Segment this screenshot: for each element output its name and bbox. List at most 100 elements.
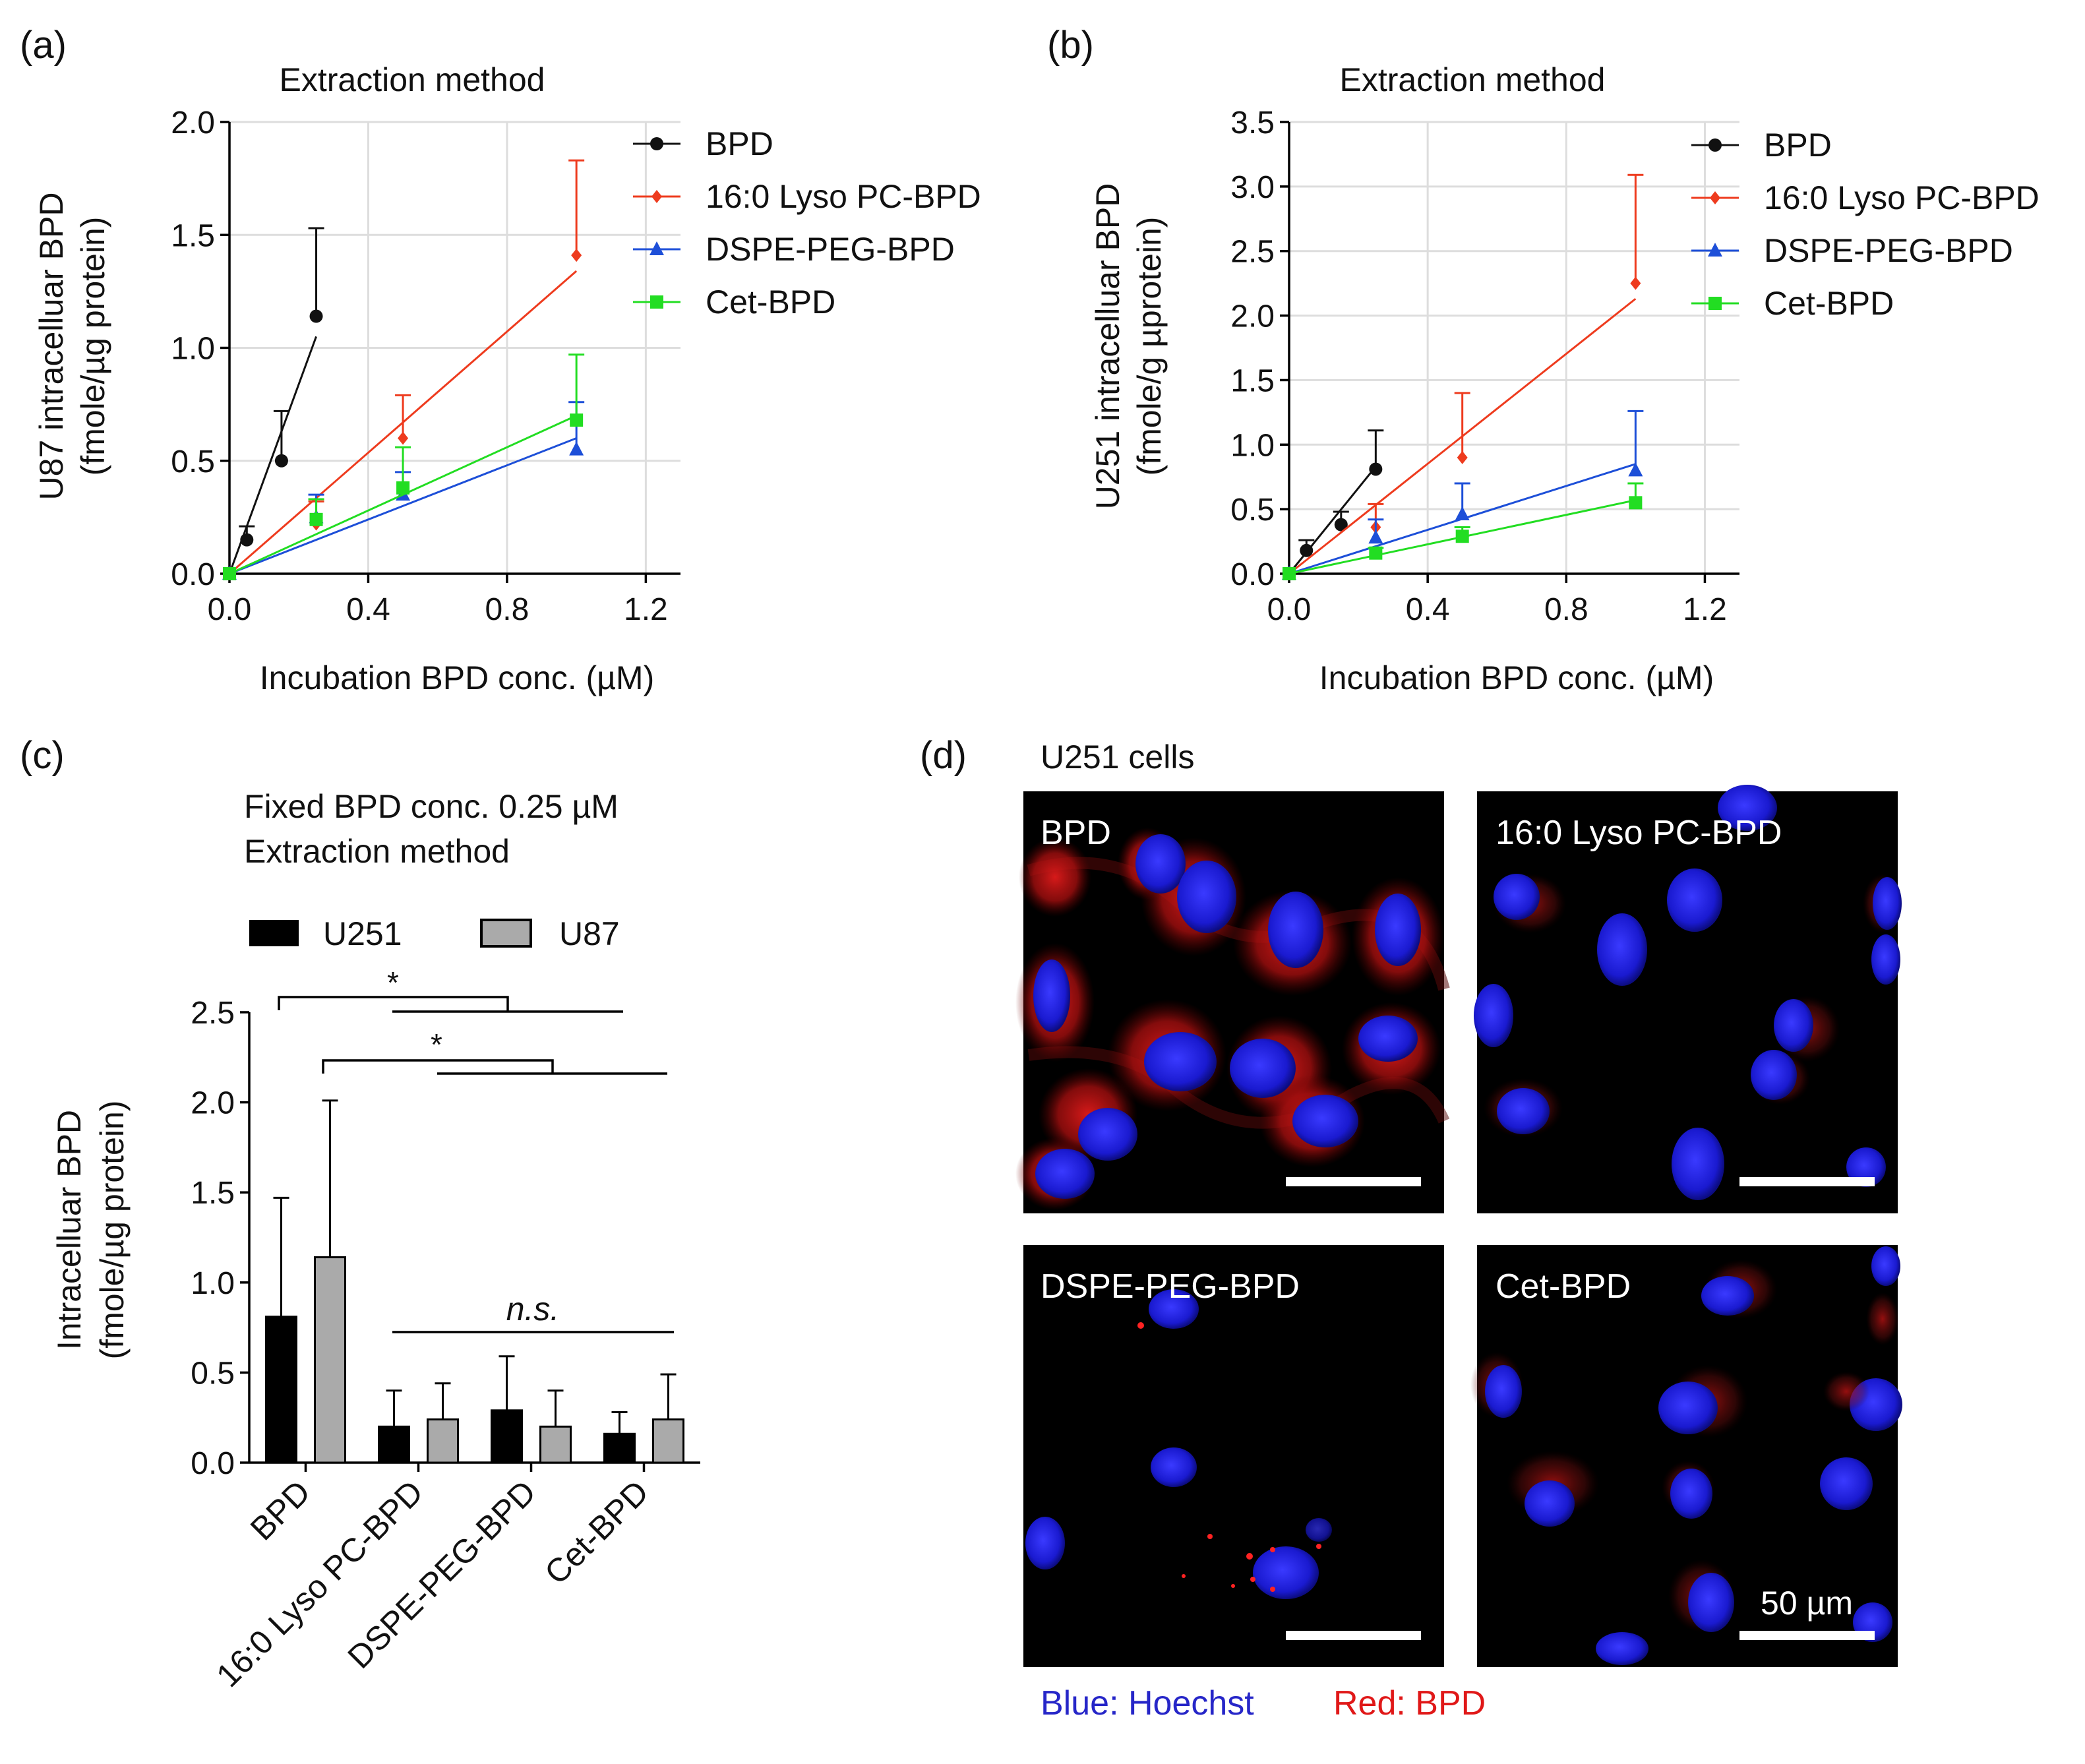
data-point bbox=[240, 533, 254, 547]
series-bpd bbox=[1283, 429, 1384, 580]
panel-b-letter: (b) bbox=[1047, 24, 1094, 67]
series-16-0-lyso-pc-bpd bbox=[224, 159, 585, 580]
x-tick-label: 0.4 bbox=[346, 592, 390, 627]
bar-u87 bbox=[314, 1256, 346, 1464]
fit-line bbox=[229, 437, 577, 575]
legend-item-2: DSPE-PEG-BPD bbox=[1691, 232, 2013, 269]
y-tick-label: 1.0 bbox=[171, 332, 215, 367]
legend-a: BPD 16:0 Lyso PC-BPD DSPE-PEG-BPD Cet-BPD bbox=[633, 125, 981, 320]
y-tick-label: 2.0 bbox=[191, 1086, 235, 1121]
panel-c: (c) Fixed BPD conc. 0.25 µM Extraction m… bbox=[20, 734, 700, 1694]
micrograph-dspe: DSPE-PEG-BPD bbox=[1023, 1245, 1444, 1667]
panel-a: (a) Extraction method 0.0 0.5 1.0 1.5 2.0 0.0… bbox=[20, 24, 981, 696]
data-point bbox=[1630, 276, 1641, 290]
micrograph-lyso-label: 16:0 Lyso PC-BPD bbox=[1496, 814, 1782, 852]
legend-item-2: DSPE-PEG-BPD bbox=[633, 231, 955, 268]
legend-item-1: 16:0 Lyso PC-BPD bbox=[1691, 179, 2040, 216]
legend-marker bbox=[1708, 243, 1722, 257]
panel-a-ylabel-1: U87 intracelluar BPD bbox=[33, 193, 70, 501]
y-tick-label: 2.0 bbox=[171, 106, 215, 140]
legend-c: U251 U87 bbox=[249, 915, 620, 952]
series-cet-bpd bbox=[1283, 482, 1644, 580]
scale-bar-label: 50 µm bbox=[1761, 1585, 1853, 1622]
micrograph-cet: Cet-BPD 50 µm bbox=[1470, 1245, 1902, 1667]
panel-b-xlabel: Incubation BPD conc. (µM) bbox=[1319, 659, 1714, 696]
legend-label: BPD bbox=[706, 125, 773, 162]
category-label: BPD bbox=[243, 1473, 317, 1547]
data-point bbox=[274, 454, 288, 468]
data-point bbox=[398, 431, 409, 445]
legend-label: BPD bbox=[1764, 127, 1832, 164]
fit-line bbox=[229, 414, 577, 575]
data-point bbox=[1334, 518, 1348, 532]
legend-marker bbox=[650, 241, 664, 255]
scale-bar-1 bbox=[1286, 1177, 1421, 1186]
category-label: Cet-BPD bbox=[537, 1473, 655, 1591]
y-tick-label: 1.0 bbox=[191, 1266, 235, 1301]
series-16-0-lyso-pc-bpd bbox=[1284, 173, 1644, 580]
data-point bbox=[1368, 530, 1383, 544]
legend-item-3: Cet-BPD bbox=[633, 284, 835, 320]
data-point bbox=[1628, 462, 1643, 477]
legend-marker bbox=[1708, 138, 1722, 152]
y-tick-label: 2.0 bbox=[1230, 299, 1275, 334]
scale-bar-2 bbox=[1739, 1177, 1875, 1186]
legend-u251-swatch bbox=[249, 920, 299, 946]
y-tick-label: 0.0 bbox=[171, 557, 215, 592]
bar-u87 bbox=[539, 1425, 572, 1464]
plot-a: 0.0 0.5 1.0 1.5 2.0 0.0 0.4 0.8 1.2 bbox=[171, 106, 680, 627]
micrograph-dspe-label: DSPE-PEG-BPD bbox=[1041, 1267, 1300, 1306]
y-tick-label: 0.5 bbox=[191, 1356, 235, 1391]
panel-d-subtitle: U251 cells bbox=[1041, 739, 1194, 776]
data-point bbox=[1455, 530, 1469, 543]
legend-item-0: BPD bbox=[633, 125, 773, 162]
data-point bbox=[569, 441, 584, 456]
category-label: 16:0 Lyso PC-BPD bbox=[209, 1473, 430, 1694]
legend-u87-label: U87 bbox=[559, 915, 620, 952]
y-tick-label: 1.0 bbox=[1230, 428, 1275, 463]
scale-bar-3 bbox=[1286, 1631, 1421, 1640]
panel-c-title-1: Fixed BPD conc. 0.25 µM bbox=[244, 788, 619, 825]
sig-star-2: * bbox=[431, 1027, 442, 1062]
panel-a-xlabel: Incubation BPD conc. (µM) bbox=[260, 659, 655, 696]
panel-b-ylabel-2: (fmole/g µprotein) bbox=[1131, 217, 1168, 476]
y-tick-label: 1.5 bbox=[171, 218, 215, 253]
legend-label: 16:0 Lyso PC-BPD bbox=[1764, 179, 2040, 216]
panel-c-ylabel-2: (fmole/µg protein) bbox=[94, 1101, 131, 1360]
legend-item-0: BPD bbox=[1691, 127, 1832, 164]
data-point bbox=[396, 481, 410, 495]
panel-b-ylabel-1: U251 intracelluar BPD bbox=[1089, 183, 1126, 510]
x-tick-label: 1.2 bbox=[1683, 592, 1727, 627]
panel-b: (b) Extraction method 0.0 0.5 1.0 1.5 2.0 2.5… bbox=[1047, 24, 2040, 696]
panel-a-title: Extraction method bbox=[280, 61, 545, 98]
data-point bbox=[1629, 496, 1643, 510]
y-tick-label: 0.0 bbox=[1230, 557, 1275, 592]
data-point bbox=[1283, 567, 1296, 580]
panel-b-title: Extraction method bbox=[1340, 61, 1606, 98]
y-tick-label: 0.5 bbox=[1230, 493, 1275, 528]
bar-u251 bbox=[603, 1432, 636, 1464]
bar-u87 bbox=[652, 1418, 684, 1464]
x-tick-label: 0.8 bbox=[1544, 592, 1588, 627]
x-tick-label: 0.0 bbox=[208, 592, 252, 627]
y-tick-label: 0.5 bbox=[171, 444, 215, 479]
data-point bbox=[309, 512, 323, 526]
panel-a-letter: (a) bbox=[20, 24, 67, 67]
legend-b: BPD 16:0 Lyso PC-BPD DSPE-PEG-BPD Cet-BPD bbox=[1691, 127, 2040, 322]
y-tick-label: 2.5 bbox=[1230, 235, 1275, 270]
category-label: DSPE-PEG-BPD bbox=[340, 1473, 543, 1676]
caption-red: Red: BPD bbox=[1333, 1684, 1486, 1722]
y-tick-label: 1.5 bbox=[191, 1176, 235, 1211]
sig-bracket-1 bbox=[278, 996, 509, 1012]
micrograph-bpd: BPD bbox=[1015, 791, 1450, 1213]
data-point bbox=[571, 249, 582, 262]
scale-bar-4 bbox=[1739, 1631, 1875, 1640]
data-point bbox=[1457, 450, 1468, 464]
y-tick-label: 2.5 bbox=[191, 996, 235, 1031]
panel-c-ylabel-1: Intracelluar BPD bbox=[51, 1110, 88, 1350]
legend-marker bbox=[650, 295, 663, 309]
y-tick-label: 3.0 bbox=[1230, 170, 1275, 205]
panel-c-title-2: Extraction method bbox=[244, 833, 510, 870]
legend-label: 16:0 Lyso PC-BPD bbox=[706, 178, 981, 215]
